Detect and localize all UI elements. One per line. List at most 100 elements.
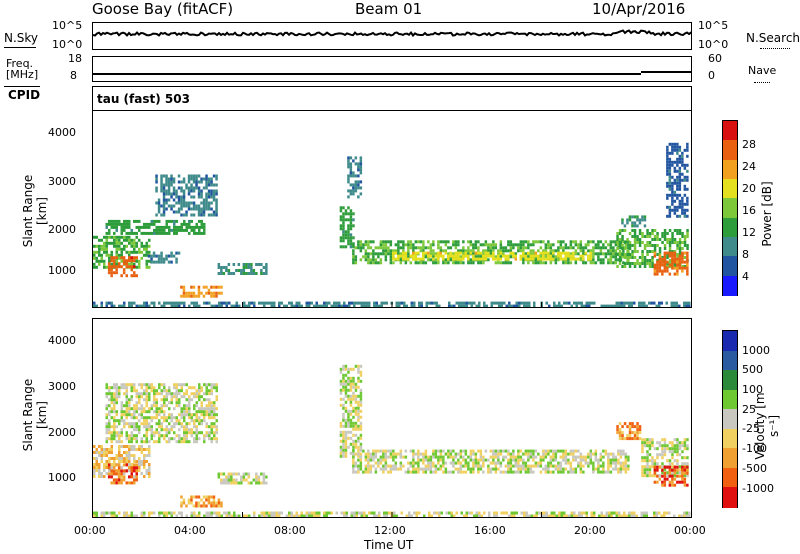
velocity-region-4 [217,472,268,485]
power-region-1 [107,256,138,278]
xlabel: Time UT [364,538,414,552]
power-cb-4: 4 [742,270,749,283]
nave-tick-low: 0 [708,69,715,82]
power-cb-12: 12 [742,226,756,239]
nsky-underline [4,47,36,48]
cpid-overline [4,86,40,87]
velocity-cb-500: 500 [742,363,763,376]
velocity-ytick-4000: 4000 [48,334,76,347]
power-region-9 [347,156,363,199]
velocity-cb-neg25: -25 [742,422,760,435]
nsky-label: N.Sky [4,31,39,45]
power-colorbar-segment-4 [723,198,737,219]
cpid-value: tau (fast) 503 [97,92,190,106]
power-cb-24: 24 [742,160,756,173]
power-colorbar-segment-2 [723,159,737,180]
nsky-tick-high: 10^5 [52,19,83,32]
velocity-region-5 [93,511,691,517]
cpid-label: CPID [8,88,41,102]
power-region-0 [93,235,151,269]
nave-label: Nave [748,64,777,77]
power-cb-16: 16 [742,204,756,217]
power-cb-28: 28 [742,138,756,151]
power-ytick-2000: 2000 [48,223,76,236]
velocity-region-0 [93,445,151,478]
power-cb-label: Power [dB] [760,181,774,247]
velocity-cb-100: 100 [742,383,763,396]
freq-label: Freq. [6,57,34,70]
freq-trace-late [641,71,691,73]
station-title: Goose Bay (fitACF) [92,0,234,18]
xtick-0000: 00:00 [74,524,106,537]
nsky-trace [93,29,691,38]
velocity-colorbar-segment-7 [723,467,737,489]
power-ytick-4000: 4000 [48,126,76,139]
xtick-0400: 04:00 [174,524,206,537]
power-region-2 [147,251,181,264]
power-region-8 [339,206,355,249]
power-region-7 [93,301,691,307]
velocity-ylabel: Slant Range [km] [21,378,49,452]
nsearch-tick-high: 10^5 [698,19,729,32]
power-colorbar-segment-7 [723,256,737,277]
velocity-cb-neg1000: -1000 [742,482,774,495]
velocity-region-8 [616,422,642,441]
velocity-colorbar [722,330,738,508]
velocity-colorbar-segment-3 [723,389,737,411]
nsky-panel [92,22,692,50]
velocity-colorbar-segment-0 [723,331,737,352]
power-ytick-3000: 3000 [48,175,76,188]
nave-legend-line [754,82,770,83]
power-region-6 [217,263,268,275]
power-region-13 [653,251,689,276]
power-colorbar-segment-3 [723,179,737,200]
freq-panel [92,56,692,82]
power-region-4 [155,174,218,217]
power-region-3 [105,219,206,235]
power-cb-8: 8 [742,248,749,261]
power-colorbar [722,120,738,296]
nave-tick-high: 60 [708,52,722,65]
velocity-cb-neg100: -100 [742,442,767,455]
velocity-colorbar-segment-2 [723,370,737,391]
velocity-colorbar-segment-6 [723,448,737,469]
xtick-0800: 08:00 [274,524,306,537]
velocity-ytick-3000: 3000 [48,380,76,393]
power-colorbar-segment-8 [723,275,737,296]
velocity-ytick-1000: 1000 [48,471,76,484]
freq-tick-low: 8 [70,69,77,82]
velocity-colorbar-segment-1 [723,350,737,371]
velocity-colorbar-segment-5 [723,428,737,450]
velocity-cb-1000: 1000 [742,344,770,357]
xtick-2400: 00:00 [674,524,706,537]
velocity-region-1 [107,463,138,485]
freq-tick-high: 18 [68,52,82,65]
power-colorbar-segment-1 [723,140,737,161]
cpid-panel: tau (fast) 503 [92,86,692,110]
beam-title: Beam 01 [355,0,423,18]
freq-unit: [MHz] [6,68,39,81]
nsearch-tick-low: 10^0 [698,38,729,51]
power-ylabel: Slant Range [km] [21,174,49,248]
power-heatmap [93,142,691,307]
nsearch-label: N.Search [746,31,800,45]
power-colorbar-segment-6 [723,237,737,258]
power-cb-20: 20 [742,182,756,195]
power-region-14 [621,215,647,228]
power-panel [92,110,692,308]
velocity-region-3 [180,495,223,508]
power-colorbar-segment-5 [723,217,737,238]
power-region-11 [392,251,592,261]
velocity-heatmap [93,364,691,517]
velocity-panel [92,318,692,518]
xtick-2000: 20:00 [574,524,606,537]
date-title: 10/Apr/2016 [592,0,686,18]
velocity-colorbar-segment-8 [723,487,737,508]
nsearch-legend-line [760,48,790,49]
xtick-1200: 12:00 [374,524,406,537]
velocity-cb-25: 25 [742,403,756,416]
power-region-5 [180,285,223,298]
power-colorbar-segment-0 [723,121,737,142]
velocity-cb-label: Velocity [m s⁻¹] [753,392,781,460]
power-ytick-1000: 1000 [48,264,76,277]
